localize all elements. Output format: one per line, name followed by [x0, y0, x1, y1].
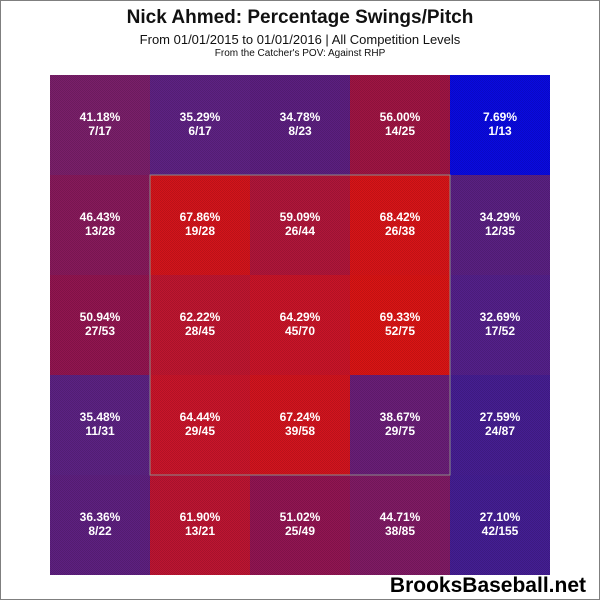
zone-labels: 41.18%7/17 35.29%6/17 34.78%8/23 56.00%14/2…: [80, 110, 521, 538]
zone-cell-count: 26/44: [285, 224, 315, 238]
zone-cell-texture: [350, 75, 450, 175]
zone-cell-percentage: 59.09%: [280, 210, 321, 224]
zone-cell-texture: [250, 75, 350, 175]
zone-cell-percentage: 64.44%: [180, 410, 221, 424]
chart-subtitle: From 01/01/2015 to 01/01/2016 | All Comp…: [139, 32, 461, 47]
zone-cell-texture: [250, 175, 350, 275]
zone-cell-texture: [350, 375, 450, 475]
zone-cell-texture: [250, 375, 350, 475]
zone-cell-percentage: 38.67%: [380, 410, 421, 424]
zone-cell-count: 38/85: [385, 524, 415, 538]
zone-cell-count: 42/155: [482, 524, 519, 538]
zone-cell-percentage: 67.86%: [180, 210, 221, 224]
zone-cell-count: 29/45: [185, 424, 215, 438]
zone-cell-count: 39/58: [285, 424, 315, 438]
zone-cell-percentage: 32.69%: [480, 310, 521, 324]
zone-cell-count: 6/17: [188, 124, 212, 138]
zone-cell-texture: [250, 275, 350, 375]
zone-cell-texture: [450, 275, 550, 375]
zone-cell-percentage: 27.10%: [480, 510, 521, 524]
zone-cell-texture: [50, 375, 150, 475]
zone-cell-count: 8/23: [288, 124, 312, 138]
zone-cell-percentage: 50.94%: [80, 310, 121, 324]
zone-cell-percentage: 67.24%: [280, 410, 321, 424]
zone-cell-percentage: 69.33%: [380, 310, 421, 324]
zone-cell-texture: [150, 175, 250, 275]
zone-cell-percentage: 51.02%: [280, 510, 321, 524]
zone-cell-texture: [150, 75, 250, 175]
zone-cell-count: 1/13: [488, 124, 512, 138]
zone-cell-percentage: 34.29%: [480, 210, 521, 224]
zone-cell-texture: [50, 175, 150, 275]
zone-cell-count: 11/31: [85, 424, 115, 438]
zone-cell-texture: [450, 375, 550, 475]
zone-cell-percentage: 64.29%: [280, 310, 321, 324]
zone-cell-count: 25/49: [285, 524, 315, 538]
zone-cell-count: 17/52: [485, 324, 515, 338]
zone-cell-texture: [350, 275, 450, 375]
zone-cell-percentage: 41.18%: [80, 110, 121, 124]
zone-cell-texture: [450, 75, 550, 175]
zone-cell-count: 13/21: [185, 524, 215, 538]
zone-cell-count: 13/28: [85, 224, 115, 238]
zone-cell-percentage: 34.78%: [280, 110, 321, 124]
zone-cell-count: 52/75: [385, 324, 415, 338]
zone-cell-texture: [450, 175, 550, 275]
zone-cell-count: 29/75: [385, 424, 415, 438]
zone-cell-percentage: 46.43%: [80, 210, 121, 224]
zone-cell-count: 24/87: [485, 424, 515, 438]
zone-cell-texture: [450, 475, 550, 575]
zone-cell-percentage: 44.71%: [380, 510, 421, 524]
zone-cell-texture: [150, 475, 250, 575]
zone-cell-count: 45/70: [285, 324, 315, 338]
zone-cell-count: 8/22: [88, 524, 112, 538]
zone-cell-percentage: 61.90%: [180, 510, 221, 524]
zone-cell-texture: [350, 175, 450, 275]
zone-cell-percentage: 27.59%: [480, 410, 521, 424]
zone-cell-count: 26/38: [385, 224, 415, 238]
zone-cell-texture: [150, 275, 250, 375]
zone-cell-percentage: 36.36%: [80, 510, 121, 524]
zone-cell-count: 27/53: [85, 324, 115, 338]
zone-cell-count: 12/35: [485, 224, 515, 238]
zone-cell-count: 14/25: [385, 124, 415, 138]
zone-cell-percentage: 56.00%: [380, 110, 421, 124]
zone-cell-texture: [50, 275, 150, 375]
zone-cell-percentage: 68.42%: [380, 210, 421, 224]
zone-cell-percentage: 35.29%: [180, 110, 221, 124]
zone-cell-texture: [50, 75, 150, 175]
zone-cell-texture: [150, 375, 250, 475]
strike-zone-box: [149, 174, 451, 476]
zone-cell-count: 28/45: [185, 324, 215, 338]
chart-note: From the Catcher's POV: Against RHP: [214, 48, 386, 59]
zone-cells: [50, 75, 550, 575]
watermark: BrooksBaseball.net: [389, 574, 586, 597]
zone-cell-count: 7/17: [88, 124, 112, 138]
zone-cell-texture: [350, 475, 450, 575]
zone-cell-percentage: 35.48%: [80, 410, 121, 424]
zone-cell-texture: [50, 475, 150, 575]
zone-cell-texture: [250, 475, 350, 575]
zone-cell-percentage: 62.22%: [180, 310, 221, 324]
chart-title: Nick Ahmed: Percentage Swings/Pitch: [126, 7, 474, 28]
zone-cell-count: 19/28: [185, 224, 215, 238]
zone-cell-percentage: 7.69%: [483, 110, 517, 124]
